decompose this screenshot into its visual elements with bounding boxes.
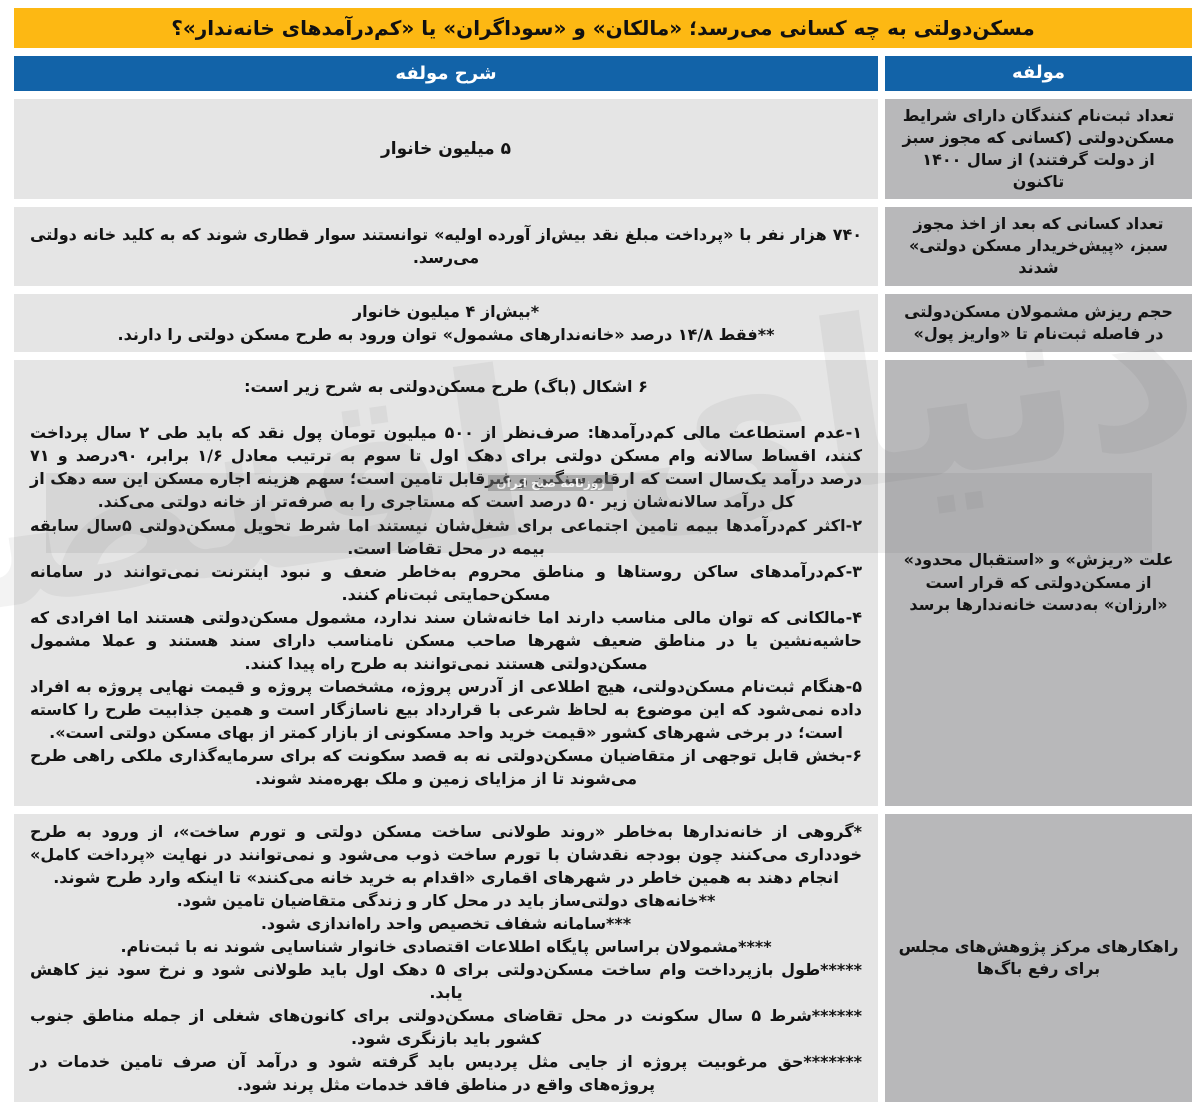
table-row: علت «ریزش» و «استقبال محدود» از مسکن‌دول… [14,359,1192,806]
table-row: راهکارهای مرکز پژوهش‌های مجلس برای رفع ب… [14,813,1192,1102]
component-cell: علت «ریزش» و «استقبال محدود» از مسکن‌دول… [885,359,1192,806]
infographic-page: مسکن‌دولتی به چه کسانی می‌رسد؛ «مالکان» … [0,8,1200,1102]
component-cell: حجم ریزش مشمولان مسکن‌دولتی در فاصله ثبت… [885,293,1192,352]
description-cell: ۷۴۰ هزار نفر با «پرداخت مبلغ نقد بیش‌از … [14,207,878,286]
component-cell: تعداد ثبت‌نام کنندگان دارای شرایط مسکن‌د… [885,99,1192,200]
table-row: تعداد ثبت‌نام کنندگان دارای شرایط مسکن‌د… [14,99,1192,200]
description-cell: *بیش‌از ۴ میلیون خانوار **فقط ۱۴/۸ درصد … [14,293,878,352]
component-cell: تعداد کسانی که بعد از اخذ مجوز سبز، «پیش… [885,207,1192,286]
description-cell: *گروهی از خانه‌ندارها به‌خاطر «روند طولا… [14,813,878,1102]
header-description-column: شرح مولفه [14,56,878,91]
description-cell: ۶ اشکال (باگ) طرح مسکن‌دولتی به شرح زیر … [14,359,878,806]
components-table: مولفه شرح مولفه تعداد ثبت‌نام کنندگان دا… [14,56,1192,1110]
page-title: مسکن‌دولتی به چه کسانی می‌رسد؛ «مالکان» … [171,16,1035,40]
description-text: ۶ اشکال (باگ) طرح مسکن‌دولتی به شرح زیر … [30,377,863,788]
table-row: حجم ریزش مشمولان مسکن‌دولتی در فاصله ثبت… [14,293,1192,352]
description-text: *گروهی از خانه‌ندارها به‌خاطر «روند طولا… [30,821,863,1094]
header-component-column: مولفه [885,56,1192,91]
title-bar: مسکن‌دولتی به چه کسانی می‌رسد؛ «مالکان» … [14,8,1192,48]
table-header-row: مولفه شرح مولفه [14,56,1192,91]
description-text: *بیش‌از ۴ میلیون خانوار **فقط ۱۴/۸ درصد … [117,301,775,344]
description-text: ۵ میلیون خانوار [380,138,512,159]
component-cell: راهکارهای مرکز پژوهش‌های مجلس برای رفع ب… [885,813,1192,1102]
table-row: تعداد کسانی که بعد از اخذ مجوز سبز، «پیش… [14,207,1192,286]
description-cell: ۵ میلیون خانوار [14,99,878,200]
description-text: ۷۴۰ هزار نفر با «پرداخت مبلغ نقد بیش‌از … [30,225,862,268]
